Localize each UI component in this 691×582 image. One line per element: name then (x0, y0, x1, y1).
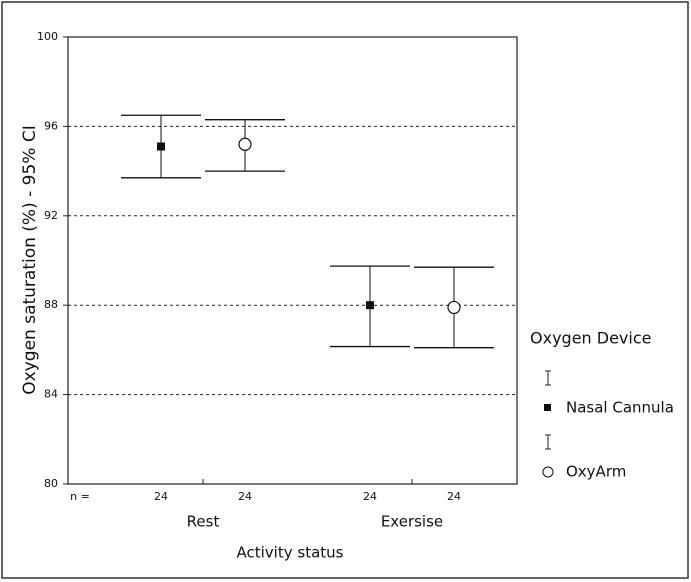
y-tick-label: 92 (44, 209, 58, 222)
mean-marker (238, 137, 252, 151)
legend-label: Nasal Cannula (566, 399, 674, 417)
y-tick-label: 80 (44, 477, 58, 490)
plot-area (67, 36, 518, 485)
mean-marker (366, 301, 374, 310)
n-value: 24 (447, 490, 461, 503)
x-tick-label: Exersise (381, 513, 443, 531)
y-tick-label: 96 (44, 119, 58, 132)
n-value: 24 (363, 490, 377, 503)
legend-errorbar-icon (545, 370, 551, 386)
mean-marker (447, 300, 461, 315)
n-value: 24 (154, 490, 168, 503)
legend-marker (544, 404, 551, 411)
legend-title: Oxygen Device (530, 329, 651, 348)
mean-marker (157, 142, 165, 151)
x-tick-label: Rest (187, 513, 220, 531)
y-tick-label: 100 (37, 30, 58, 43)
legend-label: OxyArm (566, 463, 626, 481)
x-axis-label: Activity status (237, 544, 344, 562)
n-label: n = (70, 490, 90, 503)
y-tick-label: 84 (44, 388, 58, 401)
y-axis-label: Oxygen saturation (%) - 95% CI (20, 125, 40, 394)
legend-marker (542, 466, 554, 478)
y-tick-label: 88 (44, 298, 58, 311)
n-value: 24 (238, 490, 252, 503)
legend-errorbar-icon (545, 434, 551, 450)
